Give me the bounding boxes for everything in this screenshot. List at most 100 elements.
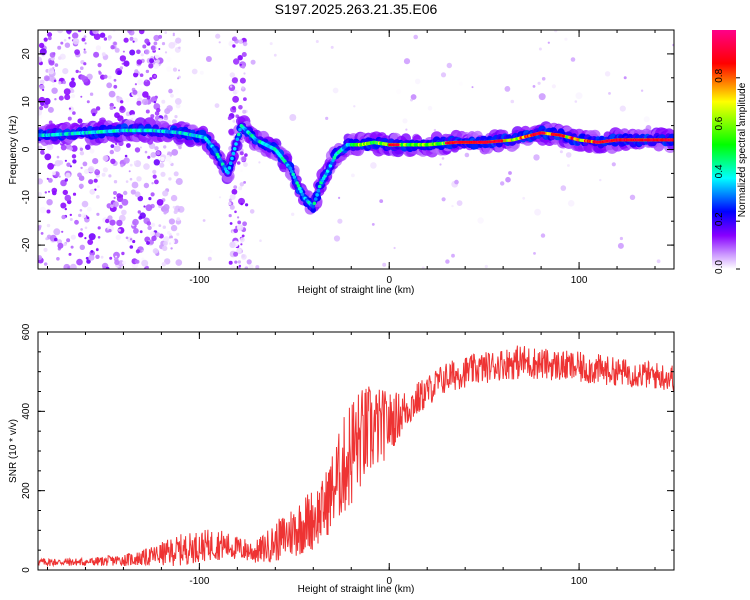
noise-blob xyxy=(133,228,139,234)
noise-blob xyxy=(150,96,158,103)
noise-blob xyxy=(44,148,50,154)
noise-blob xyxy=(237,224,241,229)
noise-blob xyxy=(93,178,98,183)
noise-blob xyxy=(47,67,55,75)
noise-blob xyxy=(79,209,83,212)
noise-blob xyxy=(139,212,146,219)
noise-blob xyxy=(241,86,245,90)
noise-blob xyxy=(230,265,236,269)
noise-blob xyxy=(113,78,117,82)
noise-blob xyxy=(325,116,329,120)
noise-blob xyxy=(269,42,273,46)
noise-blob xyxy=(538,93,546,101)
noise-blob xyxy=(228,260,233,265)
noise-blob xyxy=(52,83,55,87)
noise-blob xyxy=(125,236,129,240)
noise-blob xyxy=(84,237,87,240)
noise-blob xyxy=(71,77,75,82)
noise-blob xyxy=(97,238,101,242)
noise-blob xyxy=(158,34,163,39)
noise-blob xyxy=(71,154,77,159)
noise-blob xyxy=(95,254,100,259)
noise-blob xyxy=(239,63,242,66)
spectrogram-y-tick-label: 10 xyxy=(21,96,32,108)
noise-blob xyxy=(44,262,48,266)
noise-blob xyxy=(129,245,134,249)
noise-blob xyxy=(433,128,437,132)
noise-blob xyxy=(58,95,64,101)
noise-blob xyxy=(238,105,243,110)
noise-blob xyxy=(164,154,171,162)
noise-blob xyxy=(617,242,624,249)
noise-blob xyxy=(38,56,42,63)
noise-blob xyxy=(83,50,87,54)
noise-blob xyxy=(150,231,155,237)
noise-blob xyxy=(153,34,160,42)
noise-blob xyxy=(333,235,341,242)
noise-blob xyxy=(161,262,166,267)
noise-blob xyxy=(456,200,463,207)
noise-blob xyxy=(410,94,417,100)
noise-blob xyxy=(46,143,54,151)
noise-blob xyxy=(534,208,541,216)
noise-blob xyxy=(43,97,51,105)
noise-blob xyxy=(242,41,248,47)
noise-blob xyxy=(83,35,87,39)
noise-blob xyxy=(228,128,235,135)
noise-blob xyxy=(533,252,536,255)
noise-blob xyxy=(38,255,43,261)
noise-blob xyxy=(105,218,110,224)
noise-blob xyxy=(215,33,221,39)
noise-blob xyxy=(551,84,557,89)
noise-blob xyxy=(150,114,155,119)
noise-blob xyxy=(238,186,243,191)
noise-blob xyxy=(93,33,101,40)
noise-blob xyxy=(109,219,116,226)
noise-blob xyxy=(109,149,115,155)
noise-blob xyxy=(48,190,50,193)
noise-blob xyxy=(218,196,222,199)
noise-blob xyxy=(258,161,261,164)
ridge-core xyxy=(290,169,294,174)
noise-blob xyxy=(116,193,122,199)
noise-blob xyxy=(145,109,150,114)
noise-blob xyxy=(166,66,172,72)
noise-blob xyxy=(134,191,141,198)
noise-blob xyxy=(241,52,247,57)
noise-blob xyxy=(64,178,69,182)
noise-blob xyxy=(58,81,62,85)
noise-blob xyxy=(164,51,168,54)
noise-blob xyxy=(86,206,92,212)
spectrogram-y-label: Frequency (Hz) xyxy=(8,116,19,185)
noise-blob xyxy=(80,166,83,170)
noise-blob xyxy=(108,228,112,233)
snr-x-tick-label: -100 xyxy=(189,576,209,587)
noise-blob xyxy=(70,245,74,249)
noise-blob xyxy=(233,185,238,190)
noise-blob xyxy=(82,161,88,167)
noise-blob xyxy=(99,32,106,38)
noise-blob xyxy=(379,199,384,204)
noise-blob xyxy=(243,181,247,184)
noise-blob xyxy=(124,154,128,158)
noise-blob xyxy=(393,246,396,250)
noise-blob xyxy=(541,77,546,81)
noise-blob xyxy=(158,48,161,50)
noise-blob xyxy=(559,150,563,154)
noise-blob xyxy=(113,196,116,199)
noise-blob xyxy=(74,219,79,225)
noise-blob xyxy=(153,75,157,78)
noise-blob xyxy=(567,200,575,207)
noise-blob xyxy=(113,145,121,153)
noise-blob xyxy=(169,235,173,240)
noise-blob xyxy=(96,212,100,216)
noise-blob xyxy=(71,94,76,99)
noise-blob xyxy=(176,217,181,222)
noise-blob xyxy=(441,197,446,202)
noise-blob xyxy=(148,63,154,69)
noise-blob xyxy=(207,256,212,261)
noise-blob xyxy=(89,92,94,96)
noise-blob xyxy=(229,222,233,225)
noise-blob xyxy=(69,80,76,88)
snr-y-tick-label: 0 xyxy=(21,567,32,573)
